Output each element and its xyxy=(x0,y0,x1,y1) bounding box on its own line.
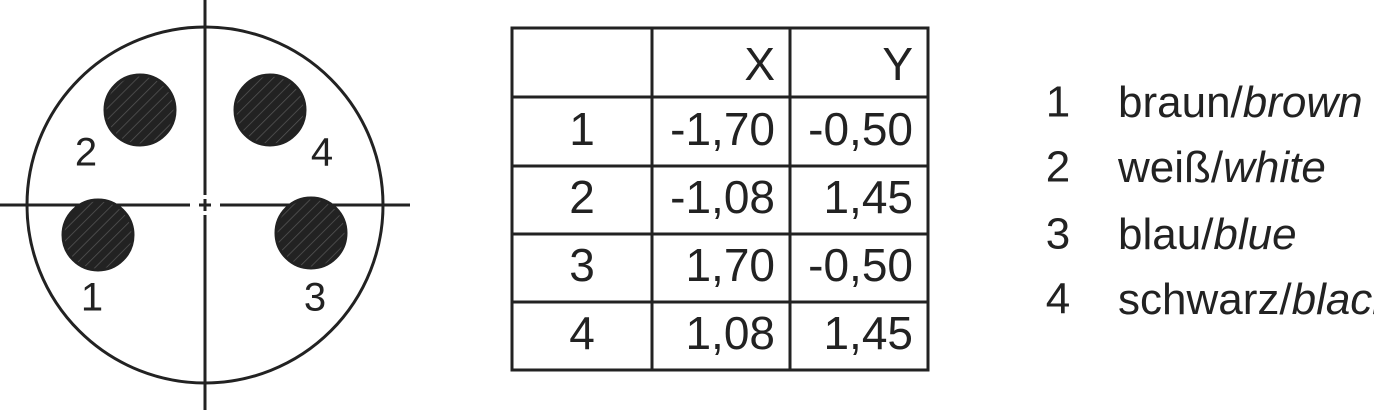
table-cell: 1,08 xyxy=(685,307,775,359)
table-cell: 1,70 xyxy=(685,239,775,291)
connector xyxy=(0,0,410,410)
table: X Y 1 -1,70 -0,50 2 -1,08 1,45 3 1,70 -0,50 4 1,08… xyxy=(510,26,930,372)
pin-label: 4 xyxy=(311,131,333,175)
pin-label: 2 xyxy=(75,131,97,175)
legend-english: white xyxy=(1223,143,1326,192)
pin xyxy=(233,73,307,147)
table-cell: -1,08 xyxy=(670,171,775,223)
table-border xyxy=(510,26,930,372)
row-label: 3 xyxy=(569,239,595,291)
pin xyxy=(61,198,135,272)
row-label: 4 xyxy=(569,307,595,359)
legend-text: weiß/white xyxy=(1117,143,1326,192)
legend-number: 3 xyxy=(1046,210,1070,259)
legend: 1 braun/brown 2 weiß/white 3 blau/blue 4 schwar… xyxy=(1046,78,1374,324)
legend-german: braun/ xyxy=(1118,78,1244,127)
legend-german: blau/ xyxy=(1118,210,1214,259)
row-label: 2 xyxy=(569,171,595,223)
legend-english: brown xyxy=(1243,78,1363,127)
column-header: Y xyxy=(882,38,913,90)
table-cell: 1,45 xyxy=(823,307,913,359)
table-cell: -1,70 xyxy=(670,103,775,155)
table-cell: -0,50 xyxy=(808,103,913,155)
legend-text: braun/brown xyxy=(1118,78,1363,127)
pin xyxy=(103,73,177,147)
legend-text: blau/blue xyxy=(1118,210,1297,259)
table-cell: 1,45 xyxy=(823,171,913,223)
legend-text: schwarz/black xyxy=(1118,275,1374,324)
table-cell: -0,50 xyxy=(808,239,913,291)
legend-english: black xyxy=(1292,275,1374,324)
pin xyxy=(274,196,348,270)
legend-german: schwarz/ xyxy=(1118,275,1292,324)
legend-german: weiß/ xyxy=(1117,143,1224,192)
row-label: 1 xyxy=(569,103,595,155)
legend-number: 2 xyxy=(1046,143,1070,192)
legend-number: 4 xyxy=(1046,275,1070,324)
pin-label: 3 xyxy=(304,276,326,320)
legend-english: blue xyxy=(1213,210,1296,259)
pin-label: 1 xyxy=(81,276,103,320)
legend-number: 1 xyxy=(1046,78,1070,127)
column-header: X xyxy=(744,38,775,90)
